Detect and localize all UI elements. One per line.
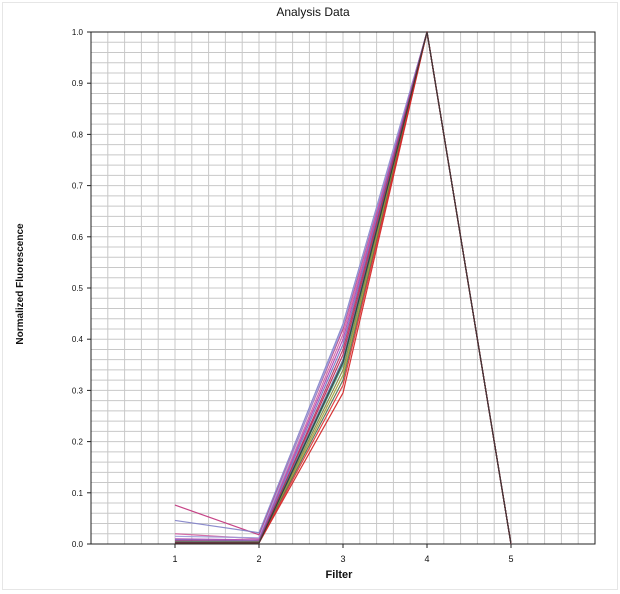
x-tick-label: 3: [340, 554, 345, 564]
x-tick-label: 4: [424, 554, 429, 564]
y-tick-label: 0.0: [72, 540, 84, 549]
x-tick-label: 5: [508, 554, 513, 564]
y-tick-label: 0.9: [72, 79, 84, 88]
grid: [91, 32, 595, 544]
x-tick-label: 2: [256, 554, 261, 564]
y-tick-label: 0.8: [72, 130, 84, 139]
y-tick-label: 0.4: [72, 335, 84, 344]
y-tick-label: 0.3: [72, 386, 84, 395]
y-tick-label: 0.6: [72, 233, 84, 242]
y-tick-label: 0.1: [72, 489, 84, 498]
y-axis-label: Normalized Fluorescence: [15, 223, 26, 345]
y-tick-label: 0.5: [72, 284, 84, 293]
y-axis-ticks: 0.0 0.1 0.2 0.3 0.4 0.5 0.6 0.7 0.8 0.9 1.0: [72, 28, 91, 549]
series-line-16: [175, 31, 512, 545]
x-axis-ticks: 1 2 3 4 5: [172, 544, 514, 564]
y-tick-label: 0.2: [72, 438, 84, 447]
x-tick-label: 1: [172, 554, 177, 564]
series-layer: [174, 31, 512, 545]
x-axis-label: Filter: [326, 569, 354, 581]
chart-title: Analysis Data: [276, 5, 350, 19]
y-tick-label: 1.0: [72, 28, 84, 37]
y-tick-label: 0.7: [72, 182, 84, 191]
